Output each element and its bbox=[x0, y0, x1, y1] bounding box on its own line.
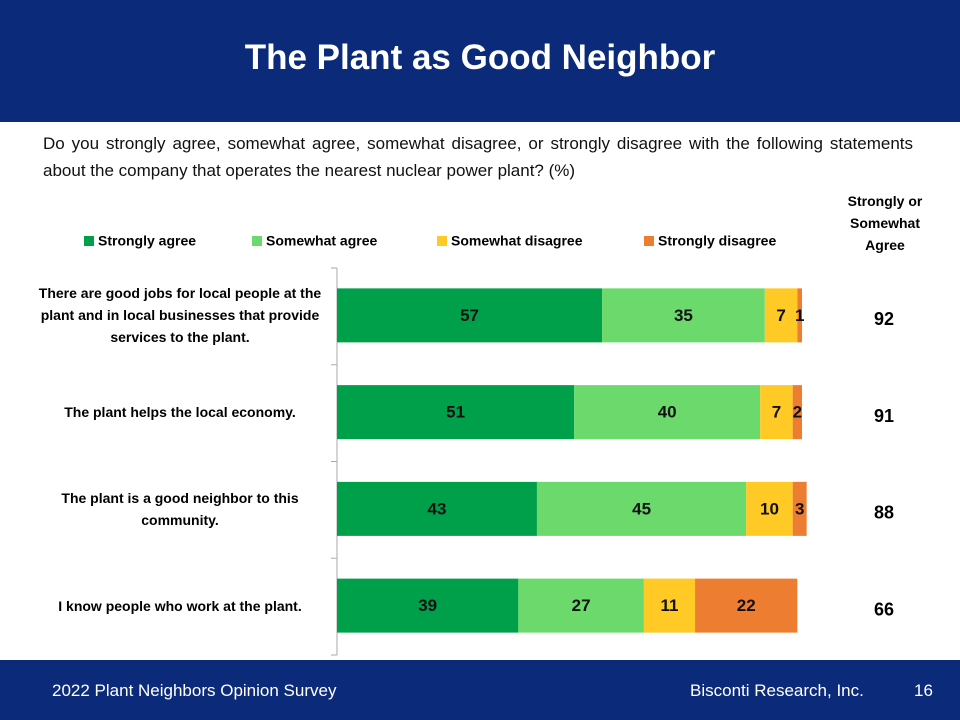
total-label: 88 bbox=[874, 503, 894, 523]
bar-segment bbox=[792, 385, 802, 440]
value-label: 27 bbox=[572, 596, 591, 615]
value-label: 7 bbox=[772, 403, 781, 422]
bar-segment bbox=[643, 578, 696, 633]
bar-segment bbox=[797, 288, 802, 343]
footer-left: 2022 Plant Neighbors Opinion Survey bbox=[52, 681, 337, 700]
page-number: 16 bbox=[914, 681, 933, 700]
bar-segment bbox=[746, 481, 793, 536]
legend-label: Strongly disagree bbox=[658, 233, 776, 249]
value-label: 57 bbox=[460, 306, 479, 325]
category-label: I know people who work at the plant. bbox=[58, 597, 302, 614]
value-label: 1 bbox=[795, 306, 804, 325]
totals-title: Strongly or Somewhat Agree bbox=[847, 193, 923, 253]
value-label: 39 bbox=[418, 596, 437, 615]
bar-segment bbox=[792, 481, 807, 536]
value-label: 7 bbox=[776, 306, 785, 325]
bar-segment bbox=[760, 385, 793, 440]
total-label: 66 bbox=[874, 599, 894, 619]
header-band bbox=[0, 0, 960, 122]
total-label: 92 bbox=[874, 309, 894, 329]
bar-segment bbox=[536, 481, 747, 536]
legend-label: Somewhat agree bbox=[266, 233, 377, 249]
value-label: 11 bbox=[660, 596, 678, 615]
legend-label: Somewhat disagree bbox=[451, 233, 583, 249]
category-label: The plant helps the local economy. bbox=[64, 404, 296, 421]
legend-swatch bbox=[644, 236, 654, 246]
value-label: 43 bbox=[428, 499, 447, 518]
footer-right: Bisconti Research, Inc. bbox=[690, 681, 864, 700]
bar-segment bbox=[574, 385, 761, 440]
bar-segment bbox=[337, 385, 575, 440]
slide-title: The Plant as Good Neighbor bbox=[244, 38, 716, 77]
bar-segment bbox=[337, 288, 603, 343]
bar-segment bbox=[695, 578, 798, 633]
value-label: 45 bbox=[632, 499, 651, 518]
bar-segment bbox=[764, 288, 798, 343]
bar-segment bbox=[337, 578, 519, 633]
value-label: 22 bbox=[737, 596, 756, 615]
value-label: 3 bbox=[795, 499, 804, 518]
category-label: The plant is a good neighbor to this com… bbox=[61, 489, 299, 528]
value-label: 10 bbox=[760, 499, 779, 518]
legend-swatch bbox=[84, 236, 94, 246]
footer-band bbox=[0, 660, 960, 720]
legend-label: Strongly agree bbox=[98, 233, 196, 249]
value-label: 35 bbox=[674, 306, 693, 325]
value-label: 40 bbox=[658, 403, 677, 422]
legend-swatch bbox=[437, 236, 447, 246]
total-label: 91 bbox=[874, 406, 894, 426]
category-label: There are good jobs for local people at … bbox=[38, 285, 322, 346]
legend-swatch bbox=[252, 236, 262, 246]
question-text: Do you strongly agree, somewhat agree, s… bbox=[43, 134, 913, 180]
value-label: 2 bbox=[793, 403, 802, 422]
value-label: 51 bbox=[446, 403, 465, 422]
bar-segment bbox=[518, 578, 644, 633]
bar-segment bbox=[337, 481, 537, 536]
bar-segment bbox=[602, 288, 765, 343]
